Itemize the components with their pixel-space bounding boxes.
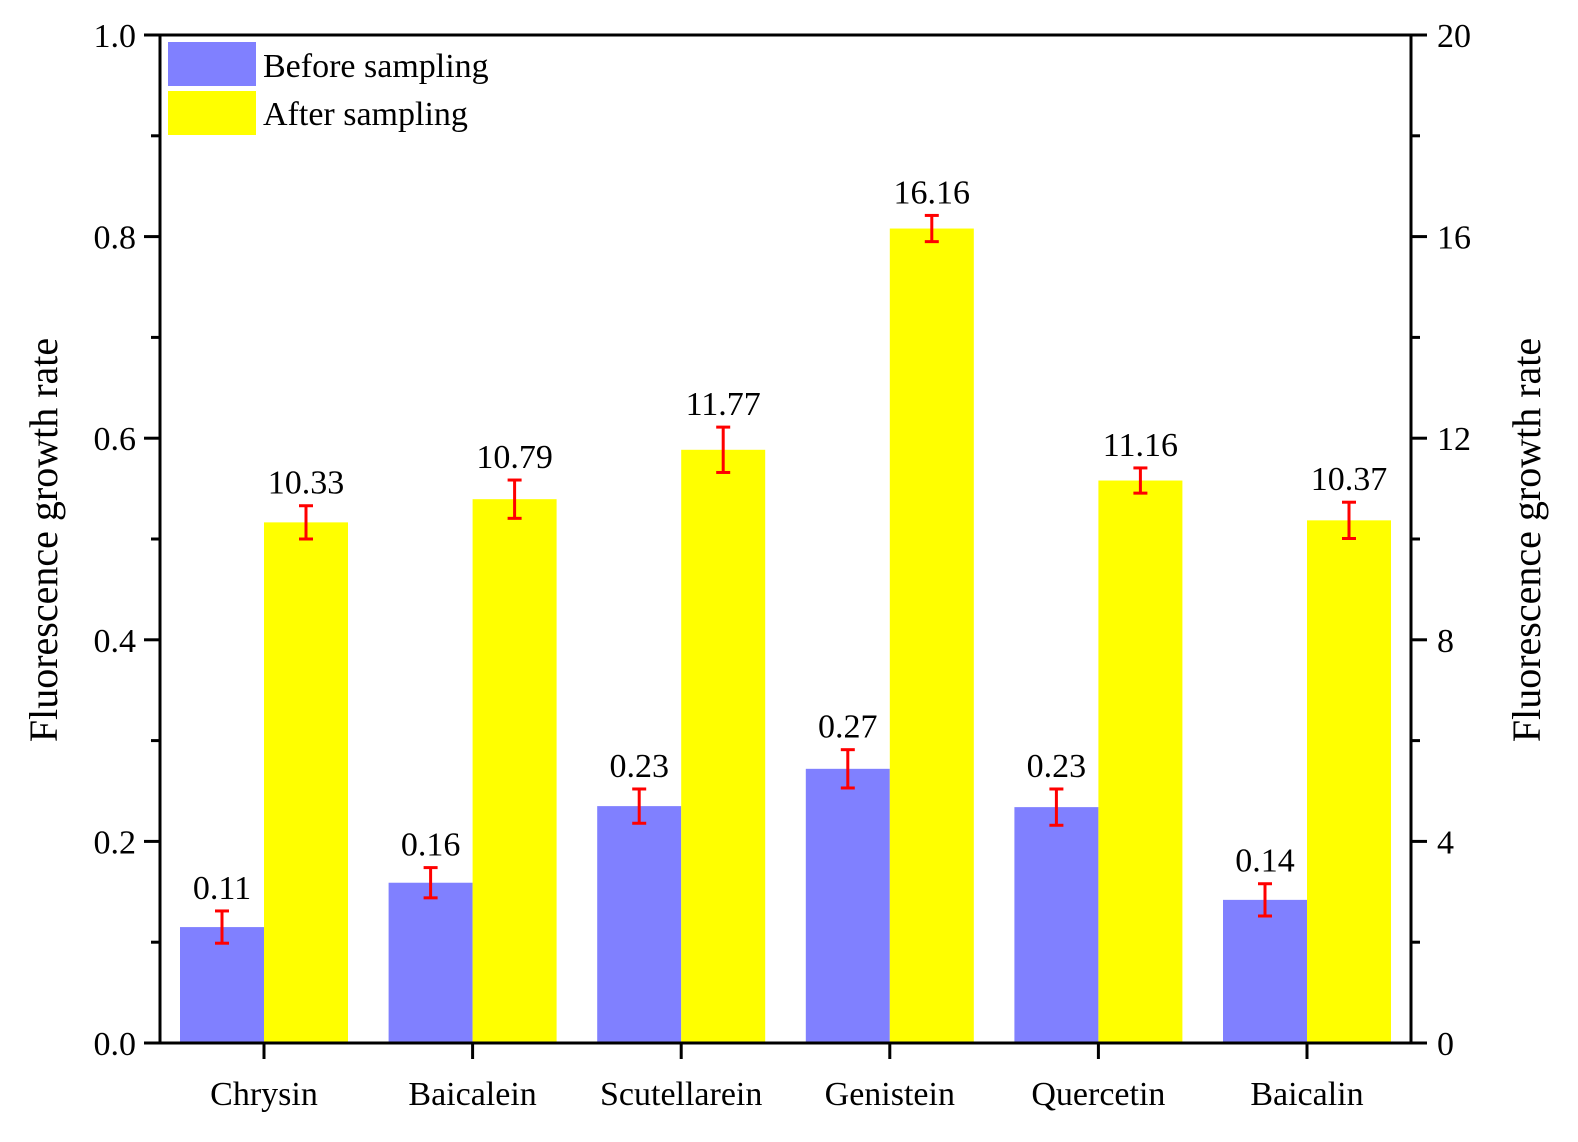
x-tick-label-chrysin: Chrysin [210,1076,318,1113]
data-label-genistein-after: 16.16 [894,174,971,211]
bars-layer [180,228,1391,1044]
data-label-baicalein-before: 0.16 [401,827,461,864]
y-right-tick-label: 20 [1437,18,1471,55]
error-bar-baicalein-before [423,866,438,900]
y-right-tick-label: 4 [1437,824,1454,861]
bar-scutellarein-before [597,806,682,1043]
x-tick-label-scutellarein: Scutellarein [600,1076,762,1113]
data-label-chrysin-after: 10.33 [268,465,345,502]
legend: Before sampling After sampling [168,42,489,135]
error-bar-baicalin-before [1258,882,1272,918]
bar-quercetin-before [1014,807,1099,1043]
error-bar-quercetin-after [1133,466,1148,495]
x-tick-label-genistein: Genistein [825,1076,955,1113]
bar-baicalein-before [388,882,473,1043]
x-tick-label-baicalein: Baicalein [408,1076,536,1113]
legend-label-after-sampling: After sampling [263,96,468,133]
data-label-genistein-before: 0.27 [818,709,878,746]
data-label-scutellarein-before: 0.23 [609,748,669,785]
y-right-tick-label: 0 [1437,1026,1454,1063]
y-right-tick-label: 16 [1437,220,1471,257]
x-tick-label-quercetin: Quercetin [1031,1076,1165,1113]
x-tick-label-baicalin: Baicalin [1250,1076,1363,1113]
y-right-tick-label: 12 [1437,421,1471,458]
error-bar-quercetin-before [1049,787,1064,827]
data-label-scutellarein-after: 11.77 [686,386,761,423]
bar-baicalein-after [472,499,557,1044]
error-bar-scutellarein-after [716,425,731,474]
data-label-baicalin-after: 10.37 [1311,461,1388,498]
bar-chrysin-after [264,522,348,1043]
bar-baicalin-before [1223,899,1307,1043]
error-bars-layer [215,213,1356,945]
error-bar-scutellarein-before [632,787,647,825]
data-label-quercetin-after: 11.16 [1103,427,1178,464]
legend-swatch-after-sampling [168,91,256,135]
y-left-tick-label: 0.4 [94,623,137,660]
error-bar-genistein-before [840,748,855,790]
error-bar-genistein-after [924,213,939,244]
y-left-tick-label: 0.0 [94,1026,137,1063]
bar-genistein-after [889,228,974,1043]
bar-genistein-before [805,768,890,1043]
legend-swatch-before-sampling [168,42,256,86]
data-label-baicalin-before: 0.14 [1235,843,1295,880]
bar-scutellarein-after [681,449,766,1043]
bar-chrysin-before [180,927,264,1043]
y-left-tick-label: 1.0 [94,18,137,55]
error-bar-chrysin-before [215,909,229,945]
y-left-tick-label: 0.6 [94,421,137,458]
data-label-baicalein-after: 10.79 [476,439,553,476]
y-left-tick-label: 0.8 [94,220,137,257]
y-axis-title-left: Fluorescence growth rate [21,338,66,742]
data-label-quercetin-before: 0.23 [1027,748,1087,785]
error-bar-baicalin-after [1342,500,1356,540]
y-right-tick-label: 8 [1437,623,1454,660]
error-bar-chrysin-after [299,504,313,541]
legend-label-before-sampling: Before sampling [263,48,489,85]
data-label-chrysin-before: 0.11 [193,870,251,907]
y-left-tick-label: 0.2 [94,824,137,861]
bar-baicalin-after [1307,520,1391,1043]
error-bar-baicalein-after [507,478,522,520]
bar-quercetin-after [1098,480,1183,1043]
y-axis-title-right: Fluorescence growth rate [1504,338,1549,742]
data-labels-layer: 0.11 10.33 0.16 10.79 0.23 11.77 0.27 16.16 0.23… [193,174,1387,907]
axes-layer: Chrysin Baicalein Scutellarein Genistein Que… [94,18,1472,1113]
